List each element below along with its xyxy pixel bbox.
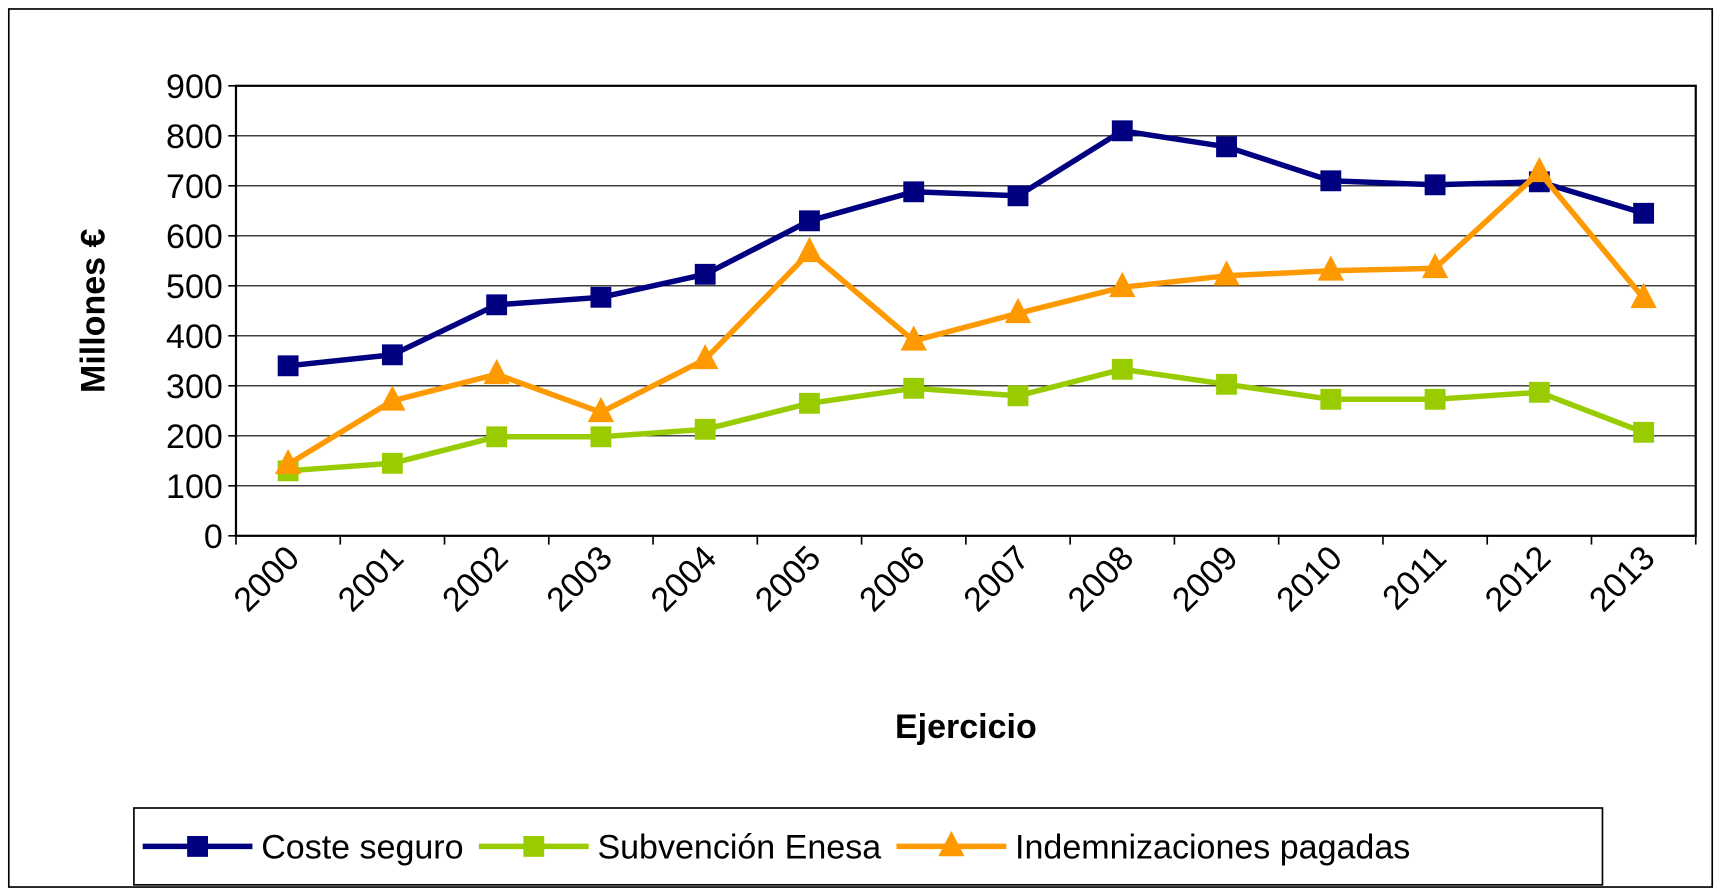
data-point xyxy=(1216,373,1237,395)
data-point xyxy=(1630,282,1657,309)
y-tick-label: 100 xyxy=(166,468,223,506)
y-tick-label: 300 xyxy=(166,368,223,406)
data-point xyxy=(381,452,403,474)
data-point xyxy=(1526,156,1553,183)
y-tick-label: 600 xyxy=(166,218,223,256)
series-line xyxy=(286,169,1646,467)
data-point xyxy=(694,263,716,285)
y-tick-label: 900 xyxy=(166,68,223,106)
data-point xyxy=(1528,381,1550,403)
data-point xyxy=(587,396,615,423)
data-point xyxy=(1317,255,1344,281)
y-tick-label: 400 xyxy=(166,318,223,356)
data-point xyxy=(1424,388,1446,410)
y-tick-label: 700 xyxy=(166,168,223,206)
data-point xyxy=(381,344,403,366)
data-point xyxy=(590,286,612,308)
data-point xyxy=(796,236,823,263)
data-point xyxy=(1320,388,1342,410)
y-tick-label: 800 xyxy=(166,118,223,156)
data-point xyxy=(900,325,927,351)
data-point xyxy=(1111,120,1133,142)
y-axis-title: Millones € xyxy=(74,228,112,393)
y-tick-label: 0 xyxy=(204,518,223,556)
data-point xyxy=(1424,174,1446,196)
data-point xyxy=(1213,260,1240,286)
data-point xyxy=(903,181,925,203)
legend-marker xyxy=(938,831,965,857)
series-line xyxy=(287,366,1645,474)
x-axis-title: Ejercicio xyxy=(895,708,1037,746)
data-point xyxy=(277,355,299,377)
data-point xyxy=(799,392,820,414)
data-point xyxy=(1007,185,1029,207)
data-point xyxy=(903,377,925,399)
legend-label: Coste seguro xyxy=(261,828,463,866)
data-point xyxy=(590,426,612,448)
data-point xyxy=(799,210,820,232)
y-tick-label: 500 xyxy=(166,268,223,306)
data-point xyxy=(1004,297,1032,324)
legend-marker xyxy=(523,835,545,857)
plot-area xyxy=(235,85,1696,536)
data-point xyxy=(694,418,716,440)
data-point xyxy=(692,343,719,370)
y-tick-label: 200 xyxy=(166,418,223,456)
legend-label: Indemnizaciones pagadas xyxy=(1015,828,1410,866)
data-point xyxy=(1111,358,1133,380)
data-point xyxy=(1633,202,1655,224)
series-line xyxy=(287,128,1645,369)
data-point xyxy=(274,448,302,475)
legend-box xyxy=(133,807,1604,886)
data-point xyxy=(483,358,510,385)
legend-marker xyxy=(187,835,208,857)
data-point xyxy=(1421,252,1449,279)
data-point xyxy=(486,426,508,448)
data-point xyxy=(1320,170,1342,192)
data-point xyxy=(379,385,406,411)
data-point xyxy=(1216,136,1237,158)
data-point xyxy=(1007,385,1029,407)
data-point xyxy=(486,294,508,316)
legend-label: Subvención Enesa xyxy=(597,828,881,866)
data-point xyxy=(1633,421,1655,443)
data-point xyxy=(1109,271,1136,298)
